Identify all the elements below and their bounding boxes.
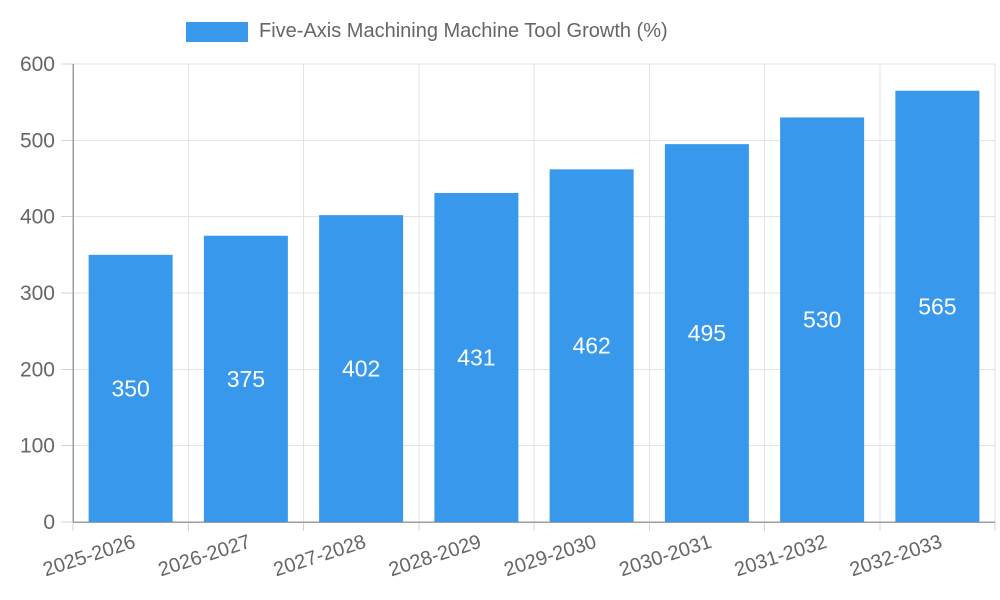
legend-label: Five-Axis Machining Machine Tool Growth …: [259, 20, 668, 42]
chart-legend[interactable]: Five-Axis Machining Machine Tool Growth …: [186, 20, 668, 43]
bar[interactable]: [664, 144, 749, 522]
x-tick-label: 2029-2030: [501, 531, 599, 581]
y-tick-label: 100: [20, 435, 55, 458]
bar-value-label: 495: [688, 320, 726, 346]
bar-value-label: 530: [803, 307, 841, 333]
bar-value-label: 375: [227, 366, 265, 392]
bar[interactable]: [895, 90, 980, 522]
x-tick-label: 2025-2026: [40, 531, 138, 581]
x-tick-label: 2032-2033: [847, 531, 945, 581]
bar-value-label: 431: [457, 345, 495, 371]
bar[interactable]: [319, 215, 404, 522]
y-tick-label: 500: [20, 129, 55, 152]
y-tick-label: 400: [20, 206, 55, 229]
bar[interactable]: [88, 254, 173, 523]
x-tick-label: 2028-2029: [386, 531, 484, 581]
bar[interactable]: [780, 117, 865, 522]
y-tick-label: 600: [20, 53, 55, 76]
bar[interactable]: [549, 169, 634, 522]
bar[interactable]: [203, 235, 288, 522]
bar-value-label: 402: [342, 356, 380, 382]
bar-value-label: 462: [572, 333, 610, 359]
x-tick-label: 2031-2032: [732, 531, 830, 581]
y-tick-label: 0: [43, 511, 55, 534]
bar-value-label: 350: [111, 375, 149, 401]
y-tick-label: 200: [20, 358, 55, 381]
y-tick-label: 300: [20, 282, 55, 305]
bar-value-label: 565: [918, 293, 956, 319]
x-tick-label: 2030-2031: [617, 531, 715, 581]
x-tick-label: 2026-2027: [156, 531, 254, 581]
bar[interactable]: [434, 193, 519, 522]
x-tick-label: 2027-2028: [271, 531, 369, 581]
legend-swatch: [186, 21, 248, 42]
